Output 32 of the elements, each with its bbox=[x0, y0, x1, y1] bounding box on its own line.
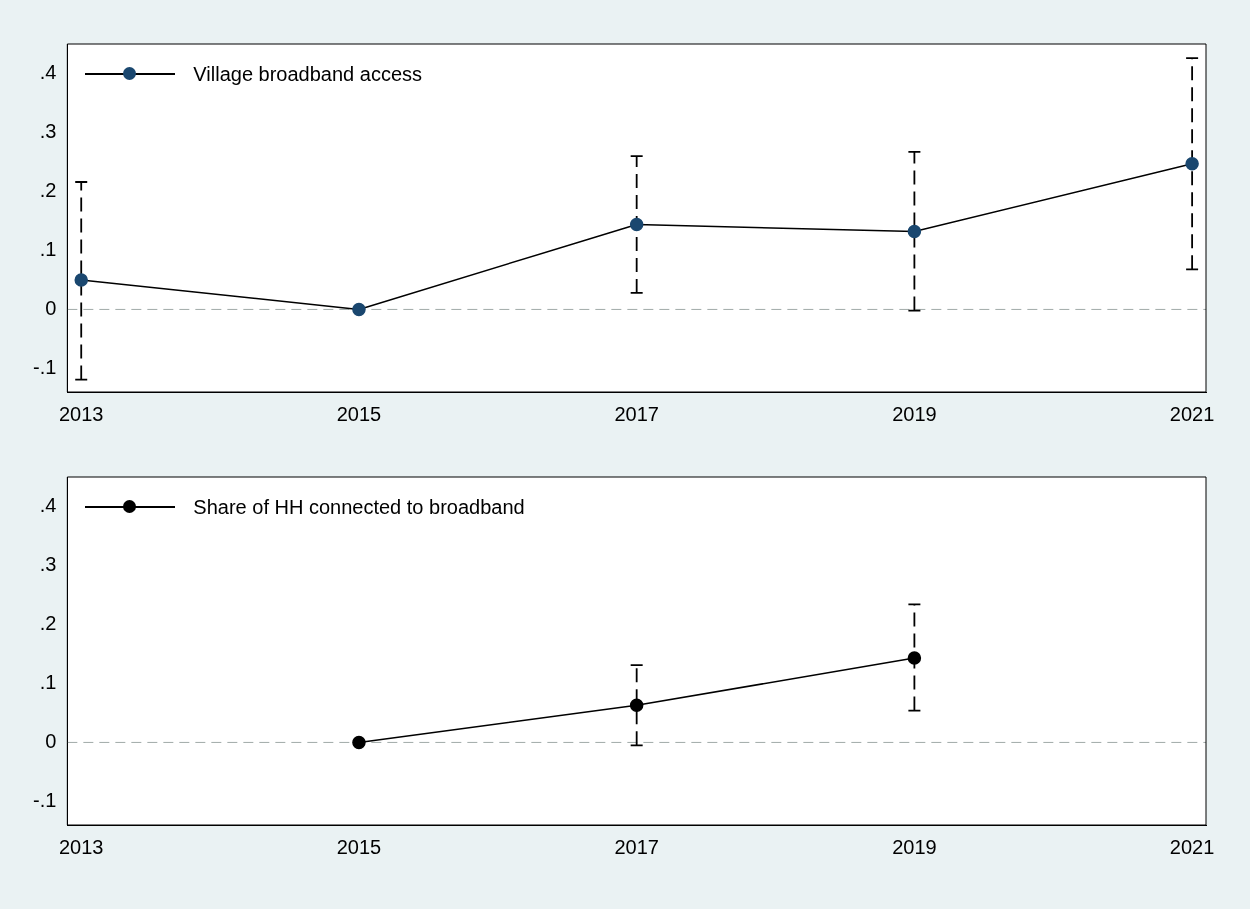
x-tick-label: 2017 bbox=[614, 402, 659, 425]
point bbox=[74, 273, 88, 287]
x-tick-label: 2021 bbox=[1169, 402, 1215, 425]
point bbox=[907, 651, 922, 665]
x-tick-label: 2019 bbox=[892, 835, 937, 858]
point bbox=[629, 698, 644, 713]
y-tick-label: .1 bbox=[39, 670, 57, 693]
legend-label: Village broadband access bbox=[193, 62, 423, 86]
x-tick-label: 2017 bbox=[614, 835, 659, 858]
x-tick-label: 2013 bbox=[58, 835, 104, 858]
y-tick-label: .3 bbox=[39, 552, 57, 575]
point bbox=[1185, 156, 1199, 171]
y-tick-label: -.1 bbox=[33, 788, 57, 811]
y-tick-label: -.1 bbox=[33, 355, 57, 378]
x-tick-label: 2019 bbox=[892, 402, 937, 425]
point bbox=[907, 224, 922, 239]
y-tick-label: .2 bbox=[39, 611, 57, 634]
x-tick-label: 2015 bbox=[336, 402, 382, 425]
y-tick-label: .1 bbox=[39, 237, 57, 260]
legend-label: Share of HH connected to broadband bbox=[193, 495, 525, 519]
y-tick-label: .3 bbox=[39, 119, 57, 142]
point bbox=[629, 217, 644, 232]
x-tick-label: 2013 bbox=[58, 402, 104, 425]
y-tick-label: 0 bbox=[45, 296, 57, 319]
y-tick-label: .4 bbox=[39, 61, 57, 84]
x-tick-label: 2015 bbox=[336, 835, 382, 858]
y-tick-label: .4 bbox=[39, 494, 57, 517]
y-tick-label: .2 bbox=[39, 178, 57, 201]
point bbox=[352, 735, 366, 750]
x-tick-label: 2021 bbox=[1169, 835, 1215, 858]
y-tick-label: 0 bbox=[45, 729, 57, 752]
point bbox=[352, 302, 366, 317]
